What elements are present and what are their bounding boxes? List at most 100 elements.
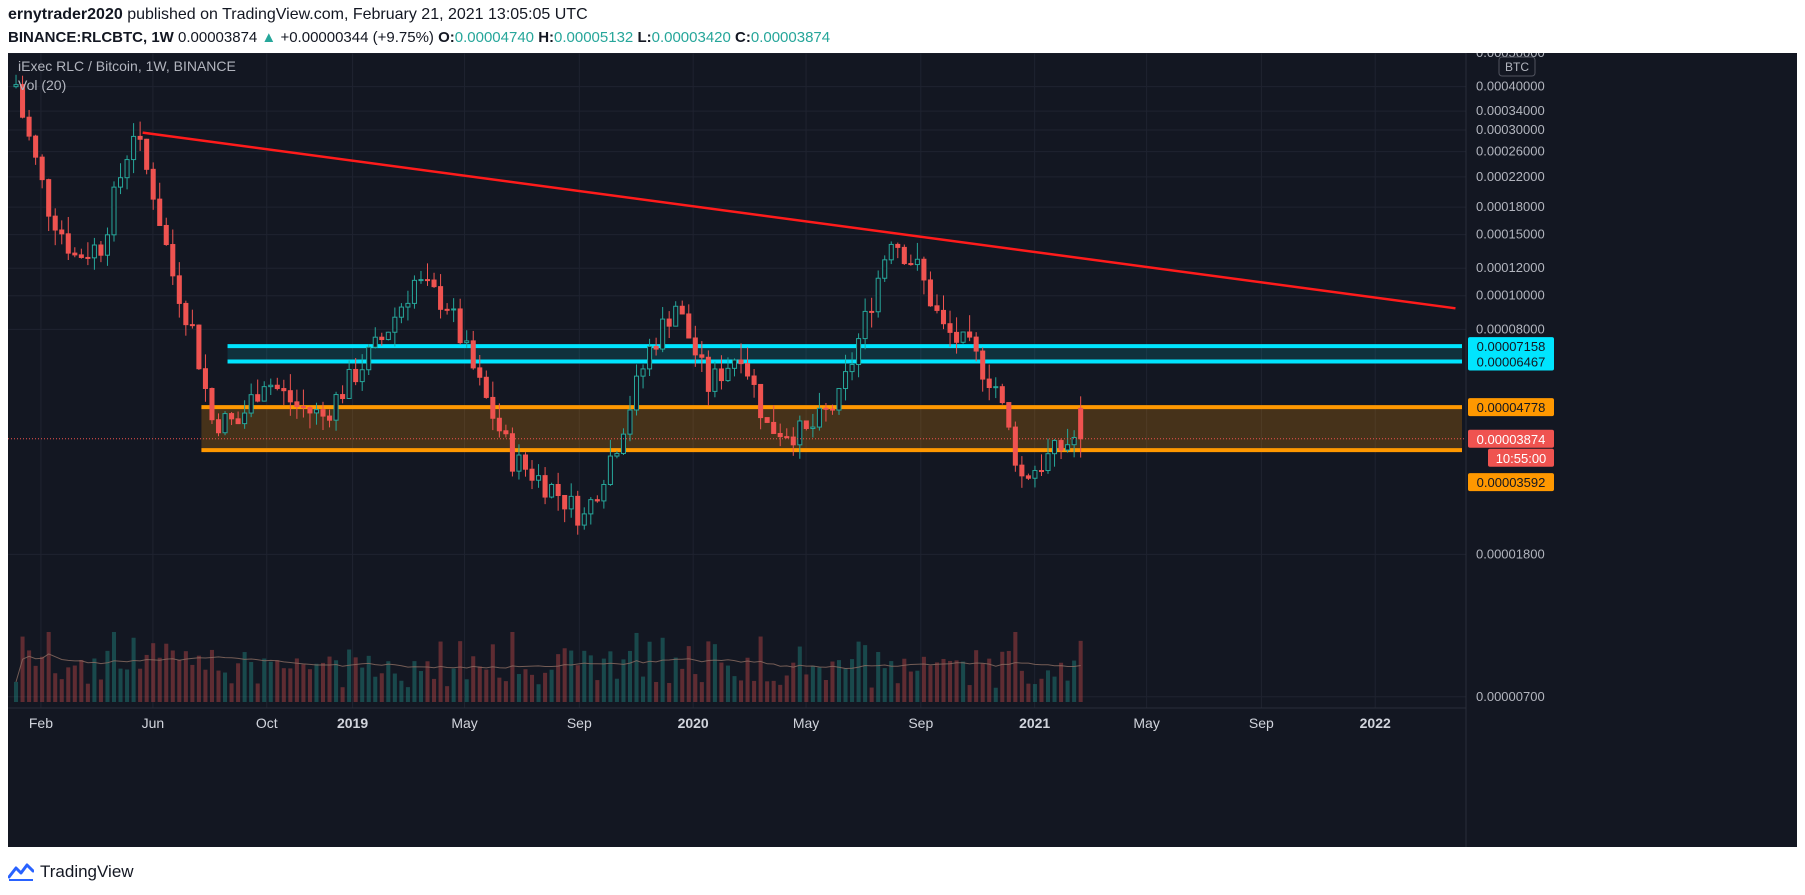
tradingview-brand[interactable]: TradingView — [40, 862, 134, 881]
candle-body — [85, 256, 91, 259]
currency-badge-box — [1498, 56, 1536, 77]
candle-body — [163, 224, 169, 246]
candle-body — [758, 383, 764, 419]
candle-body — [954, 331, 960, 343]
price-axis[interactable]: 0.000500000.000400000.000340000.00030000… — [1476, 53, 1545, 704]
candle-body — [327, 415, 333, 421]
price-tick-label: 0.00015000 — [1476, 227, 1545, 242]
candle-body — [536, 475, 542, 481]
volume-bar — [791, 662, 796, 702]
candle-body — [816, 407, 822, 428]
time-axis[interactable]: Feb Jun Oct 2019 May Sep 2020 May Sep 2021 May Sep 2… — [29, 715, 1391, 731]
volume-bar — [1059, 662, 1064, 702]
support-zone[interactable] — [201, 407, 1462, 451]
volume-bar — [758, 636, 763, 702]
candle-body — [725, 367, 731, 382]
volume-bar — [170, 650, 175, 702]
volume-bar — [967, 685, 972, 702]
candle-body — [653, 345, 659, 350]
volume-bar — [98, 679, 103, 702]
volume-bar — [379, 673, 384, 702]
resistance-zone[interactable] — [227, 346, 1463, 362]
candle-body — [379, 336, 385, 341]
volume-bar — [784, 675, 789, 702]
time-tick-label: Oct — [256, 715, 278, 731]
candle-body — [836, 388, 842, 411]
candle-body — [189, 324, 195, 327]
candle-body — [516, 454, 522, 472]
volume-bar — [320, 662, 326, 702]
candle-body — [359, 369, 365, 383]
volume-bar — [948, 660, 953, 702]
volume-bar — [836, 660, 842, 702]
volume-bar — [183, 651, 188, 702]
candle-body — [823, 407, 829, 410]
candle-body — [790, 436, 796, 446]
candle-body — [588, 499, 594, 515]
price-chart[interactable]: 0.000500000.000400000.000340000.00030000… — [8, 53, 1797, 847]
candle-body — [52, 215, 58, 231]
volume-bar — [307, 669, 312, 702]
support-top-price-tag: 0.00004778 — [1477, 400, 1546, 415]
candle-body — [640, 368, 646, 377]
candle-body — [1058, 440, 1064, 451]
volume-bar — [92, 658, 97, 702]
candle-body — [483, 376, 489, 398]
volume-bar — [536, 684, 541, 702]
candle-body — [980, 350, 986, 380]
chart-panel[interactable]: 0.000500000.000400000.000340000.00030000… — [8, 53, 1797, 847]
volume-bar — [177, 659, 182, 702]
volume-bar — [249, 662, 254, 702]
ohlc-line: BINANCE:RLCBTC, 1W 0.00003874 ▲ +0.00000… — [8, 29, 830, 46]
volume-bar — [294, 658, 299, 702]
volume-bar — [712, 644, 717, 702]
volume-bar — [216, 670, 221, 702]
volume-bar — [392, 673, 397, 702]
candle-body — [353, 368, 359, 383]
candle-body — [581, 513, 587, 526]
candle-body — [705, 356, 711, 392]
candle-body — [679, 305, 685, 315]
author-name[interactable]: ernytrader2020 — [8, 6, 123, 23]
candle-body — [131, 135, 137, 161]
volume-bar — [229, 683, 234, 702]
candle-body — [940, 309, 947, 325]
zones — [201, 344, 1463, 453]
volume-bar — [151, 643, 156, 702]
candle-body — [1045, 453, 1051, 472]
candle-body — [901, 246, 907, 265]
candle-body — [405, 302, 411, 308]
currency-badge[interactable]: BTC — [1505, 60, 1529, 74]
volume-bar — [1078, 640, 1083, 702]
volume-bar — [778, 684, 783, 702]
candle-body — [392, 316, 398, 333]
candle-body — [111, 186, 117, 236]
candle-body — [176, 275, 182, 304]
close-label: C: — [735, 29, 751, 46]
high-label: H: — [538, 29, 555, 46]
candle-body — [810, 426, 816, 429]
volume-bar — [895, 683, 900, 702]
price-tick-label: 0.00040000 — [1476, 79, 1545, 94]
volume-bar — [490, 644, 495, 702]
volume-bar — [725, 665, 730, 702]
volume-bar — [27, 650, 32, 702]
candle-body — [620, 433, 626, 454]
candle-body — [124, 159, 130, 179]
tradingview-logo-icon — [8, 863, 34, 881]
volume-ma-line — [15, 653, 1081, 683]
candle-body — [614, 452, 620, 457]
publish-info: ernytrader2020 published on TradingView.… — [8, 6, 588, 24]
volume-bar — [634, 632, 639, 702]
close-value: 0.00003874 — [750, 29, 831, 46]
trendline[interactable] — [142, 131, 1456, 310]
volume-bar — [209, 649, 214, 702]
candle-body — [829, 408, 835, 411]
low-label: L: — [637, 29, 652, 46]
candle-body — [627, 409, 633, 435]
published-text: published on TradingView.com, February 2… — [127, 6, 588, 23]
price-tick-label: 0.00030000 — [1476, 122, 1545, 137]
volume-bar — [987, 658, 992, 702]
volume-bar — [921, 656, 926, 702]
last-price-tag-box — [1468, 429, 1554, 448]
